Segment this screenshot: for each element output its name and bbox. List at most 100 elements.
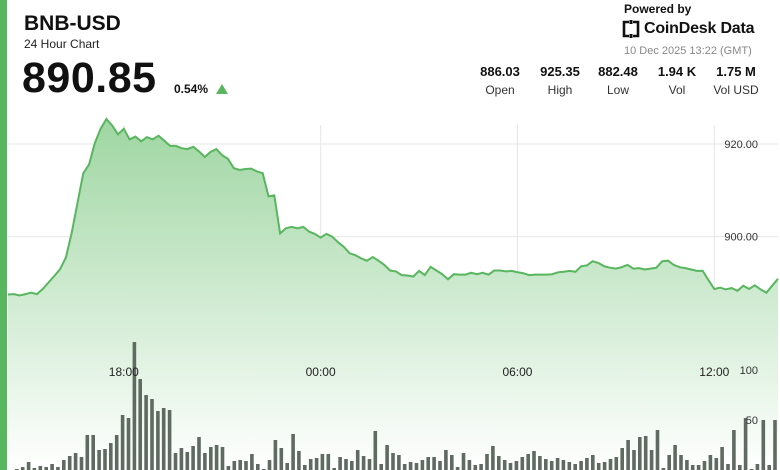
volume-bar <box>602 462 607 470</box>
volume-bar <box>408 462 413 470</box>
volume-bar <box>120 415 125 470</box>
volume-bar <box>373 431 378 470</box>
coindesk-logo[interactable]: CoinDesk Data <box>622 20 755 38</box>
volume-bar <box>473 465 478 470</box>
volume-bar <box>244 461 248 470</box>
volume-bar <box>573 464 577 470</box>
volume-bar <box>655 430 660 470</box>
stat-label: Open <box>485 83 515 97</box>
volume-bar <box>73 453 78 470</box>
volume-bar <box>620 448 624 470</box>
stat-low: 882.48 Low <box>583 64 653 97</box>
volume-bar <box>303 465 307 470</box>
price-change-percent: 0.54% <box>174 82 209 96</box>
volume-bar <box>708 455 713 470</box>
volume-bar <box>526 454 530 470</box>
volume-bar <box>173 453 178 470</box>
volume-bar <box>414 463 419 470</box>
volume-bar <box>402 464 407 470</box>
x-tick-label: 12:00 <box>699 365 729 379</box>
volume-tick-label: 50 <box>746 415 758 427</box>
volume-bar <box>661 468 666 470</box>
volume-bar <box>167 410 172 470</box>
volume-bar <box>608 459 613 470</box>
timestamp: 10 Dec 2025 13:22 (GMT) <box>624 45 752 57</box>
volume-bar <box>426 457 430 470</box>
volume-bar <box>138 379 142 470</box>
volume-bar <box>326 454 331 470</box>
volume-bar <box>502 460 507 470</box>
volume-bar <box>273 440 278 470</box>
volume-bar <box>732 430 736 470</box>
stat-vol: 1.94 K Vol <box>642 64 712 97</box>
volume-bar <box>467 460 472 470</box>
volume-bar <box>197 437 201 470</box>
volume-bar <box>214 445 219 470</box>
stat-open: 886.03 Open <box>465 64 535 97</box>
volume-bar <box>667 455 671 470</box>
volume-bar <box>109 443 113 470</box>
volume-bar <box>643 436 648 470</box>
volume-bar <box>514 461 519 470</box>
stat-label: Vol USD <box>713 83 759 97</box>
volume-bar <box>355 450 360 470</box>
volume-bar <box>726 464 730 470</box>
volume-bar <box>85 435 90 470</box>
volume-bar <box>320 454 325 470</box>
volume-bar <box>455 467 460 470</box>
volume-bar <box>344 459 348 470</box>
volume-bar <box>497 456 501 470</box>
volume-bar <box>267 460 272 470</box>
volume-bar <box>103 449 107 470</box>
volume-bar <box>250 454 254 470</box>
volume-bar <box>755 464 760 470</box>
volume-bar <box>690 465 695 470</box>
volume-bar <box>20 467 25 470</box>
volume-bar <box>508 463 513 470</box>
volume-bar <box>38 466 43 470</box>
volume-bar <box>79 457 84 470</box>
volume-bar <box>614 457 619 470</box>
volume-bar <box>256 464 260 470</box>
stats-row: 886.03 Open 925.35 High 882.48 Low 1.94 … <box>0 64 780 100</box>
price-points <box>7 118 779 296</box>
volume-bar <box>238 460 242 470</box>
volume-bar <box>773 420 777 470</box>
stat-value: 882.48 <box>598 64 638 79</box>
x-axis-labels: 18:00 00:00 06:00 12:00 <box>109 365 730 379</box>
symbol-title: BNB-USD <box>24 12 121 35</box>
volume-bar <box>291 434 295 470</box>
volume-bar <box>156 411 160 470</box>
volume-bar <box>185 452 190 470</box>
volume-bar <box>702 461 707 470</box>
volume-bar <box>44 467 48 470</box>
stat-label: High <box>547 83 573 97</box>
volume-bar <box>50 464 54 470</box>
price-line <box>7 117 779 297</box>
volume-bar <box>761 420 766 470</box>
volume-bar <box>549 461 554 470</box>
stat-vol-usd: 1.75 M Vol USD <box>701 64 771 97</box>
chart-subtitle: 24 Hour Chart <box>24 37 100 51</box>
volume-bar <box>132 342 137 470</box>
y-tick-label: 900.00 <box>724 232 758 244</box>
volume-bar <box>520 457 525 470</box>
volume-bar <box>596 463 601 470</box>
volume-bar <box>714 458 719 470</box>
volume-bar <box>126 418 131 470</box>
volume-bar <box>567 462 572 470</box>
volume-bar <box>385 445 389 470</box>
volume-bar <box>397 455 401 470</box>
stat-value: 925.35 <box>540 64 580 79</box>
volume-bar <box>279 448 284 470</box>
brand-name: CoinDesk Data <box>644 20 755 37</box>
volume-bar <box>285 463 289 470</box>
volume-bar <box>720 447 724 470</box>
volume-bar <box>179 448 184 470</box>
volume-bar <box>632 450 636 470</box>
volume-bar <box>379 464 383 470</box>
stat-value: 1.75 M <box>716 64 756 79</box>
volume-bar <box>696 465 701 470</box>
volume-bar <box>26 462 31 470</box>
